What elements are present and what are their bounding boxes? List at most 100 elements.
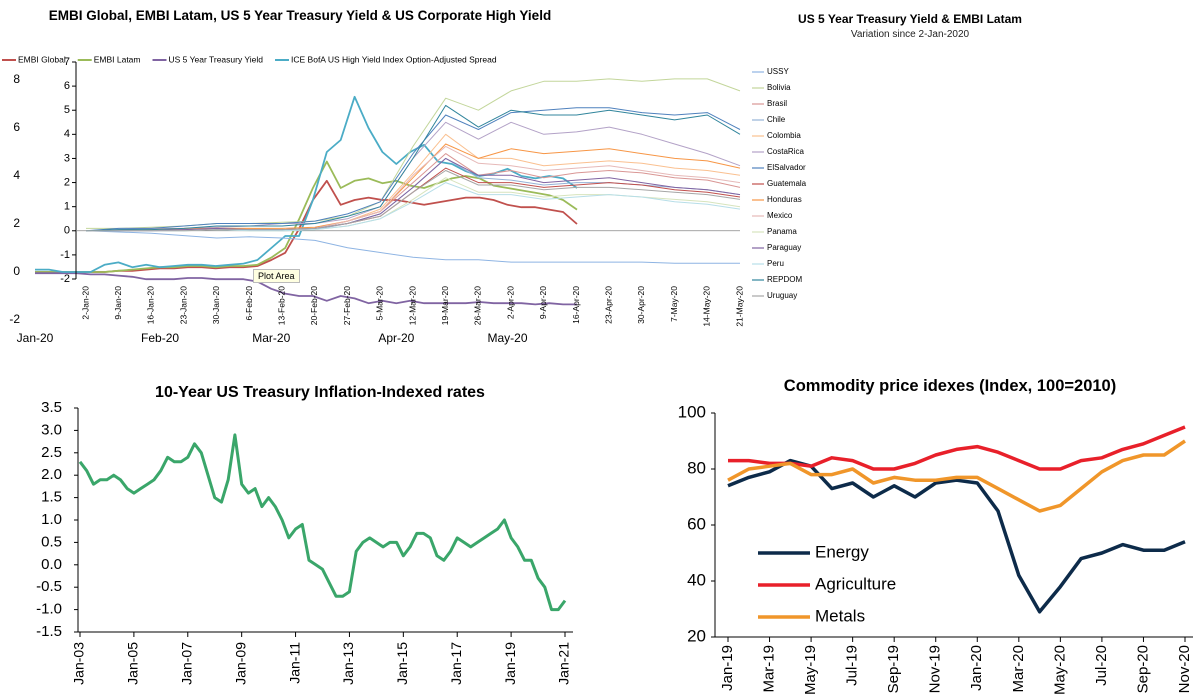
y-tick-label: 1 — [64, 201, 70, 213]
x-tick-label: Jan-07 — [178, 642, 194, 685]
x-tick-label: Jan-17 — [448, 642, 464, 685]
x-tick-label: Jan-15 — [394, 642, 410, 685]
x-tick-label: 6-Feb-20 — [244, 286, 254, 321]
series-line — [86, 143, 741, 232]
x-tick-label: 2-Jan-20 — [80, 286, 90, 320]
x-tick-label: Jan-19 — [719, 645, 736, 691]
x-tick-label: Jan-20 — [968, 645, 985, 691]
x-tick-label: May-20 — [1051, 645, 1068, 695]
legend-label: REPDOM — [767, 275, 802, 284]
y-tick-label: 60 — [687, 514, 706, 533]
y-tick-label: 2.0 — [41, 466, 62, 483]
legend-label: EMBI Global — [18, 54, 66, 64]
x-tick-label: Sep-19 — [885, 645, 902, 693]
x-tick-label: 16-Apr-20 — [571, 286, 581, 324]
chart-title: US 5 Year Treasury Yield & EMBI Latam — [798, 12, 1022, 26]
y-tick-label: 3 — [64, 152, 70, 164]
x-tick-label: Jan-19 — [502, 642, 518, 685]
x-tick-label: 14-May-20 — [702, 286, 712, 327]
y-tick-label: 40 — [687, 570, 706, 589]
y-tick-label: 1.5 — [41, 489, 62, 506]
x-tick-label: Jan-13 — [340, 642, 356, 685]
series-line — [86, 157, 741, 232]
x-tick-label: 16-Jan-20 — [146, 286, 156, 325]
y-tick-label: 8 — [13, 72, 20, 86]
y-tick-label: 0 — [64, 225, 70, 237]
y-tick-label: -1.5 — [36, 623, 62, 640]
x-tick-label: 21-May-20 — [734, 286, 744, 327]
series-line — [85, 121, 741, 232]
x-tick-label: Jan-21 — [556, 642, 572, 685]
series-line — [727, 458, 1186, 614]
y-tick-label: 1.0 — [41, 511, 62, 528]
x-tick-label: Jan-11 — [286, 642, 302, 684]
legend-label: Bolivia — [767, 83, 791, 92]
legend-label: ElSalvador — [767, 163, 806, 172]
y-tick-label: 2 — [64, 176, 70, 188]
x-tick-label: May-19 — [802, 645, 819, 695]
legend-label: Agriculture — [815, 574, 896, 593]
x-tick-label: 9-Apr-20 — [538, 286, 548, 319]
series-line — [85, 107, 741, 232]
series-line — [86, 170, 741, 232]
x-tick-label: 30-Jan-20 — [211, 286, 221, 325]
series-line — [85, 104, 741, 232]
x-tick-label: 30-Apr-20 — [636, 286, 646, 324]
y-tick-label: -1 — [60, 249, 70, 261]
legend-label: Uruguay — [767, 291, 797, 300]
legend-label: Metals — [815, 606, 865, 625]
y-tick-label: 0.5 — [41, 533, 62, 550]
legend-label: Mexico — [767, 211, 793, 220]
x-tick-label: Nov-19 — [927, 645, 944, 693]
y-tick-label: 5 — [64, 104, 70, 116]
y-tick-label: -2 — [60, 273, 70, 285]
series-line — [85, 230, 740, 264]
x-tick-label: 9-Jan-20 — [113, 286, 123, 320]
x-tick-label: Feb-20 — [141, 331, 179, 345]
x-tick-label: Mar-20 — [252, 331, 290, 345]
y-tick-label: 2 — [13, 216, 20, 230]
y-tick-label: 80 — [687, 458, 706, 477]
legend-label: Panama — [767, 227, 797, 236]
x-tick-label: 23-Apr-20 — [603, 286, 613, 324]
x-tick-label: 27-Feb-20 — [342, 286, 352, 325]
y-tick-label: 6 — [13, 120, 20, 134]
legend-label: US 5 Year Treasury Yield — [169, 54, 264, 64]
y-tick-label: 3.0 — [41, 421, 62, 438]
series-line — [35, 272, 577, 306]
y-tick-label: 7 — [64, 56, 70, 68]
x-tick-label: 20-Feb-20 — [309, 286, 319, 325]
chart-title: 10-Year US Treasury Inflation-Indexed ra… — [155, 384, 485, 401]
series-line — [78, 433, 567, 612]
series-line — [35, 95, 578, 273]
legend-label: USSY — [767, 67, 789, 76]
x-tick-label: 7-May-20 — [669, 286, 679, 322]
x-tick-label: Mar-19 — [761, 645, 778, 693]
y-tick-label: 6 — [64, 80, 70, 92]
chart-title: EMBI Global, EMBI Latam, US 5 Year Treas… — [48, 8, 552, 23]
y-tick-label: 0.0 — [41, 556, 62, 573]
series-line — [727, 439, 1186, 513]
legend-label: Guatemala — [767, 179, 807, 188]
y-tick-label: 0 — [13, 264, 20, 278]
annotation: Plot Area — [253, 269, 300, 283]
legend-label: Chile — [767, 115, 786, 124]
x-tick-label: Apr-20 — [378, 331, 414, 345]
y-tick-label: 20 — [687, 626, 706, 645]
y-tick-label: 3.5 — [41, 399, 62, 416]
series-line — [86, 157, 741, 232]
chart-subtitle: Variation since 2-Jan-2020 — [850, 29, 970, 40]
x-tick-label: 13-Feb-20 — [276, 286, 286, 325]
legend-label: Energy — [815, 542, 869, 561]
x-tick-label: Nov-20 — [1176, 645, 1193, 693]
x-tick-label: Jan-09 — [232, 642, 248, 685]
x-tick-label: Jan-20 — [17, 331, 54, 345]
x-tick-label: Mar-20 — [1010, 645, 1027, 693]
legend-label: Colombia — [767, 131, 801, 140]
x-tick-label: 23-Jan-20 — [178, 286, 188, 325]
y-tick-label: -0.5 — [36, 578, 62, 595]
x-tick-label: Jul-19 — [844, 645, 861, 686]
x-tick-label: 26-Mar-20 — [473, 286, 483, 325]
series-line — [35, 160, 578, 273]
